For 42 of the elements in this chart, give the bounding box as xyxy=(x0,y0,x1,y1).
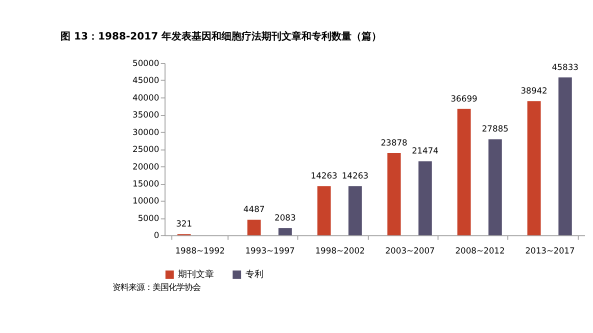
bar xyxy=(348,186,362,236)
y-tick-label: 10000 xyxy=(132,196,160,206)
data-label: 321 xyxy=(176,218,192,229)
y-tick-label: 25000 xyxy=(132,144,160,154)
data-label: 36699 xyxy=(450,93,478,104)
x-tick-label: 1988~1992 xyxy=(175,245,225,256)
y-tick-label: 15000 xyxy=(132,178,160,189)
bar xyxy=(488,139,502,236)
bar xyxy=(418,161,432,236)
x-tick-label: 2008~2012 xyxy=(455,245,505,256)
bar xyxy=(457,108,471,236)
data-label: 4487 xyxy=(243,204,265,214)
data-label: 14263 xyxy=(342,170,368,181)
x-tick-label: 2013~2017 xyxy=(525,245,575,256)
x-tick-label: 1998~2002 xyxy=(315,245,365,256)
x-tick-label: 2003~2007 xyxy=(385,245,435,256)
bar xyxy=(247,220,261,236)
data-label: 23878 xyxy=(380,137,408,148)
data-label: 21474 xyxy=(412,146,438,156)
bar xyxy=(558,77,572,236)
chart-title: 图 13：1988-2017 年发表基因和细胞疗法期刊文章和专利数量（篇） xyxy=(60,30,382,43)
y-tick-label: 30000 xyxy=(132,126,160,137)
bar xyxy=(278,228,292,236)
x-tick-label: 1993~1997 xyxy=(245,245,295,256)
legend-label: 期刊文章 xyxy=(178,269,214,280)
data-label: 38942 xyxy=(520,86,548,96)
data-label: 2083 xyxy=(274,212,296,222)
bar xyxy=(387,153,401,236)
bar xyxy=(527,101,541,236)
y-tick-label: 50000 xyxy=(132,58,160,68)
bar xyxy=(317,186,331,236)
y-tick-label: 20000 xyxy=(132,161,160,172)
y-tick-label: 0 xyxy=(154,230,160,240)
data-label: 45833 xyxy=(552,62,578,72)
data-label: 27885 xyxy=(482,124,508,134)
y-tick-label: 40000 xyxy=(132,92,160,102)
y-tick-label: 35000 xyxy=(132,110,160,120)
legend-label: 专利 xyxy=(245,269,264,280)
text: 资料来源：美国化学协会 xyxy=(112,282,201,292)
y-tick-label: 45000 xyxy=(132,75,160,86)
y-tick-label: 5000 xyxy=(138,212,160,223)
data-label: 14263 xyxy=(310,170,338,181)
